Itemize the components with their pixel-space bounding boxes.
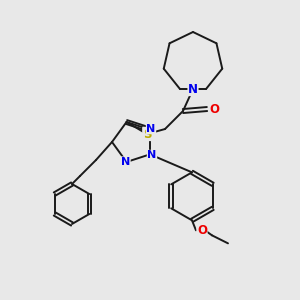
- Text: N: N: [121, 157, 130, 167]
- Text: O: O: [209, 103, 219, 116]
- Text: N: N: [188, 82, 198, 95]
- Text: S: S: [143, 128, 151, 140]
- Text: N: N: [147, 150, 157, 160]
- Text: N: N: [146, 124, 156, 134]
- Text: O: O: [197, 224, 207, 237]
